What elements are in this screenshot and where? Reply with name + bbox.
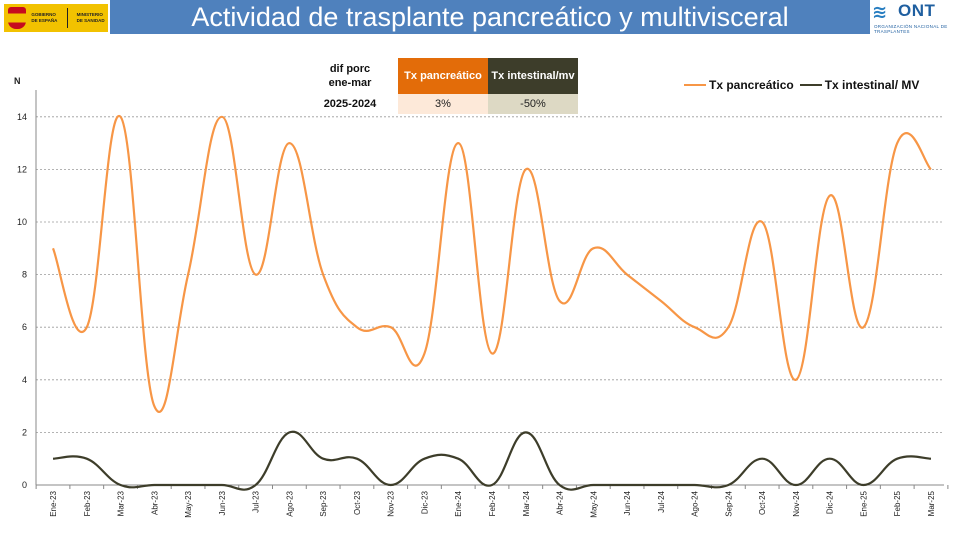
y-tick-label: 4 [22,375,27,385]
x-tick-label: Ago-24 [691,490,700,516]
legend-item-intestinal: Tx intestinal/ MV [799,78,920,92]
y-tick-label: 2 [22,427,27,437]
comparison-label: dif porc ene-mar [302,58,398,94]
x-tick-label: Dic-23 [420,490,429,514]
series-line-pancreatic [51,115,932,413]
x-tick-label: Jul-24 [657,490,666,512]
x-tick-label: Mar-24 [522,490,531,516]
x-tick-label: Ene-25 [859,490,868,516]
series-line-intestinal [52,430,932,491]
x-tick-label: Ene-23 [49,490,58,516]
x-tick-label: Abr-24 [556,490,565,515]
x-tick-label: Feb-24 [488,490,497,516]
x-tick-label: Jul-23 [252,490,261,512]
y-tick-label: 8 [22,270,27,280]
x-tick-label: May-24 [589,490,598,517]
header-intestinal: Tx intestinal/mv [488,58,578,94]
comparison-label-line1: dif porc [329,63,371,75]
y-tick-label: 14 [17,112,27,122]
legend-label-pancreatic: Tx pancreático [709,78,794,92]
comparison-label-line2: ene-mar [328,77,372,89]
header-pancreatic: Tx pancreático [398,58,488,94]
comparison-period: 2025-2024 [323,98,377,110]
chart-legend: Tx pancreático Tx intestinal/ MV [684,78,925,92]
x-tick-label: Nov-23 [387,490,396,516]
value-pancreatic: 3% [398,94,488,114]
gov-logo-text-1: Gobierno de España [31,12,58,23]
comparison-table: dif porc ene-mar Tx pancreático Tx intes… [302,58,578,114]
ont-logo: ≋ ONT Organización Nacional de Trasplant… [872,0,958,36]
x-tick-label: Sep-24 [724,490,733,516]
coat-of-arms-icon [8,7,27,29]
x-tick-label: Mar-25 [927,490,936,516]
x-tick-label: May-23 [184,490,193,517]
y-tick-label: 12 [17,164,27,174]
x-tick-label: Feb-25 [893,490,902,516]
x-tick-label: Ago-23 [285,490,294,516]
header: Gobierno de España Ministerio de Sanidad… [0,0,960,36]
gov-logo-divider [66,8,68,28]
legend-swatch-intestinal [799,84,822,86]
x-tick-label: Abr-23 [150,490,159,515]
legend-label-intestinal: Tx intestinal/ MV [824,78,920,92]
x-tick-label: Ene-24 [454,490,463,516]
x-tick-label: Jun-24 [623,490,632,515]
page-title: Actividad de trasplante pancreático y mu… [110,0,870,34]
ont-wave-icon: ≋ [872,2,888,22]
gov-logo-text-2: Ministerio de Sanidad [76,12,105,23]
x-tick-label: Jun-23 [218,490,227,515]
y-tick-label: 0 [22,480,27,490]
ont-subtitle: Organización Nacional de Trasplantes [874,24,948,34]
x-tick-label: Oct-23 [353,490,362,515]
government-logo: Gobierno de España Ministerio de Sanidad [4,4,108,32]
legend-swatch-pancreatic [684,84,706,86]
value-intestinal: -50% [488,94,578,114]
x-tick-label: Mar-23 [117,490,126,516]
y-tick-label: 10 [17,217,27,227]
x-tick-label: Oct-24 [758,490,767,515]
ont-brand: ONT [898,1,936,20]
y-axis-label: N [14,76,21,86]
x-tick-label: Feb-23 [83,490,92,516]
y-tick-label: 6 [22,322,27,332]
x-tick-label: Nov-24 [792,490,801,516]
legend-item-pancreatic: Tx pancreático [684,78,794,92]
x-tick-label: Dic-24 [826,490,835,514]
x-tick-label: Sep-23 [319,490,328,516]
